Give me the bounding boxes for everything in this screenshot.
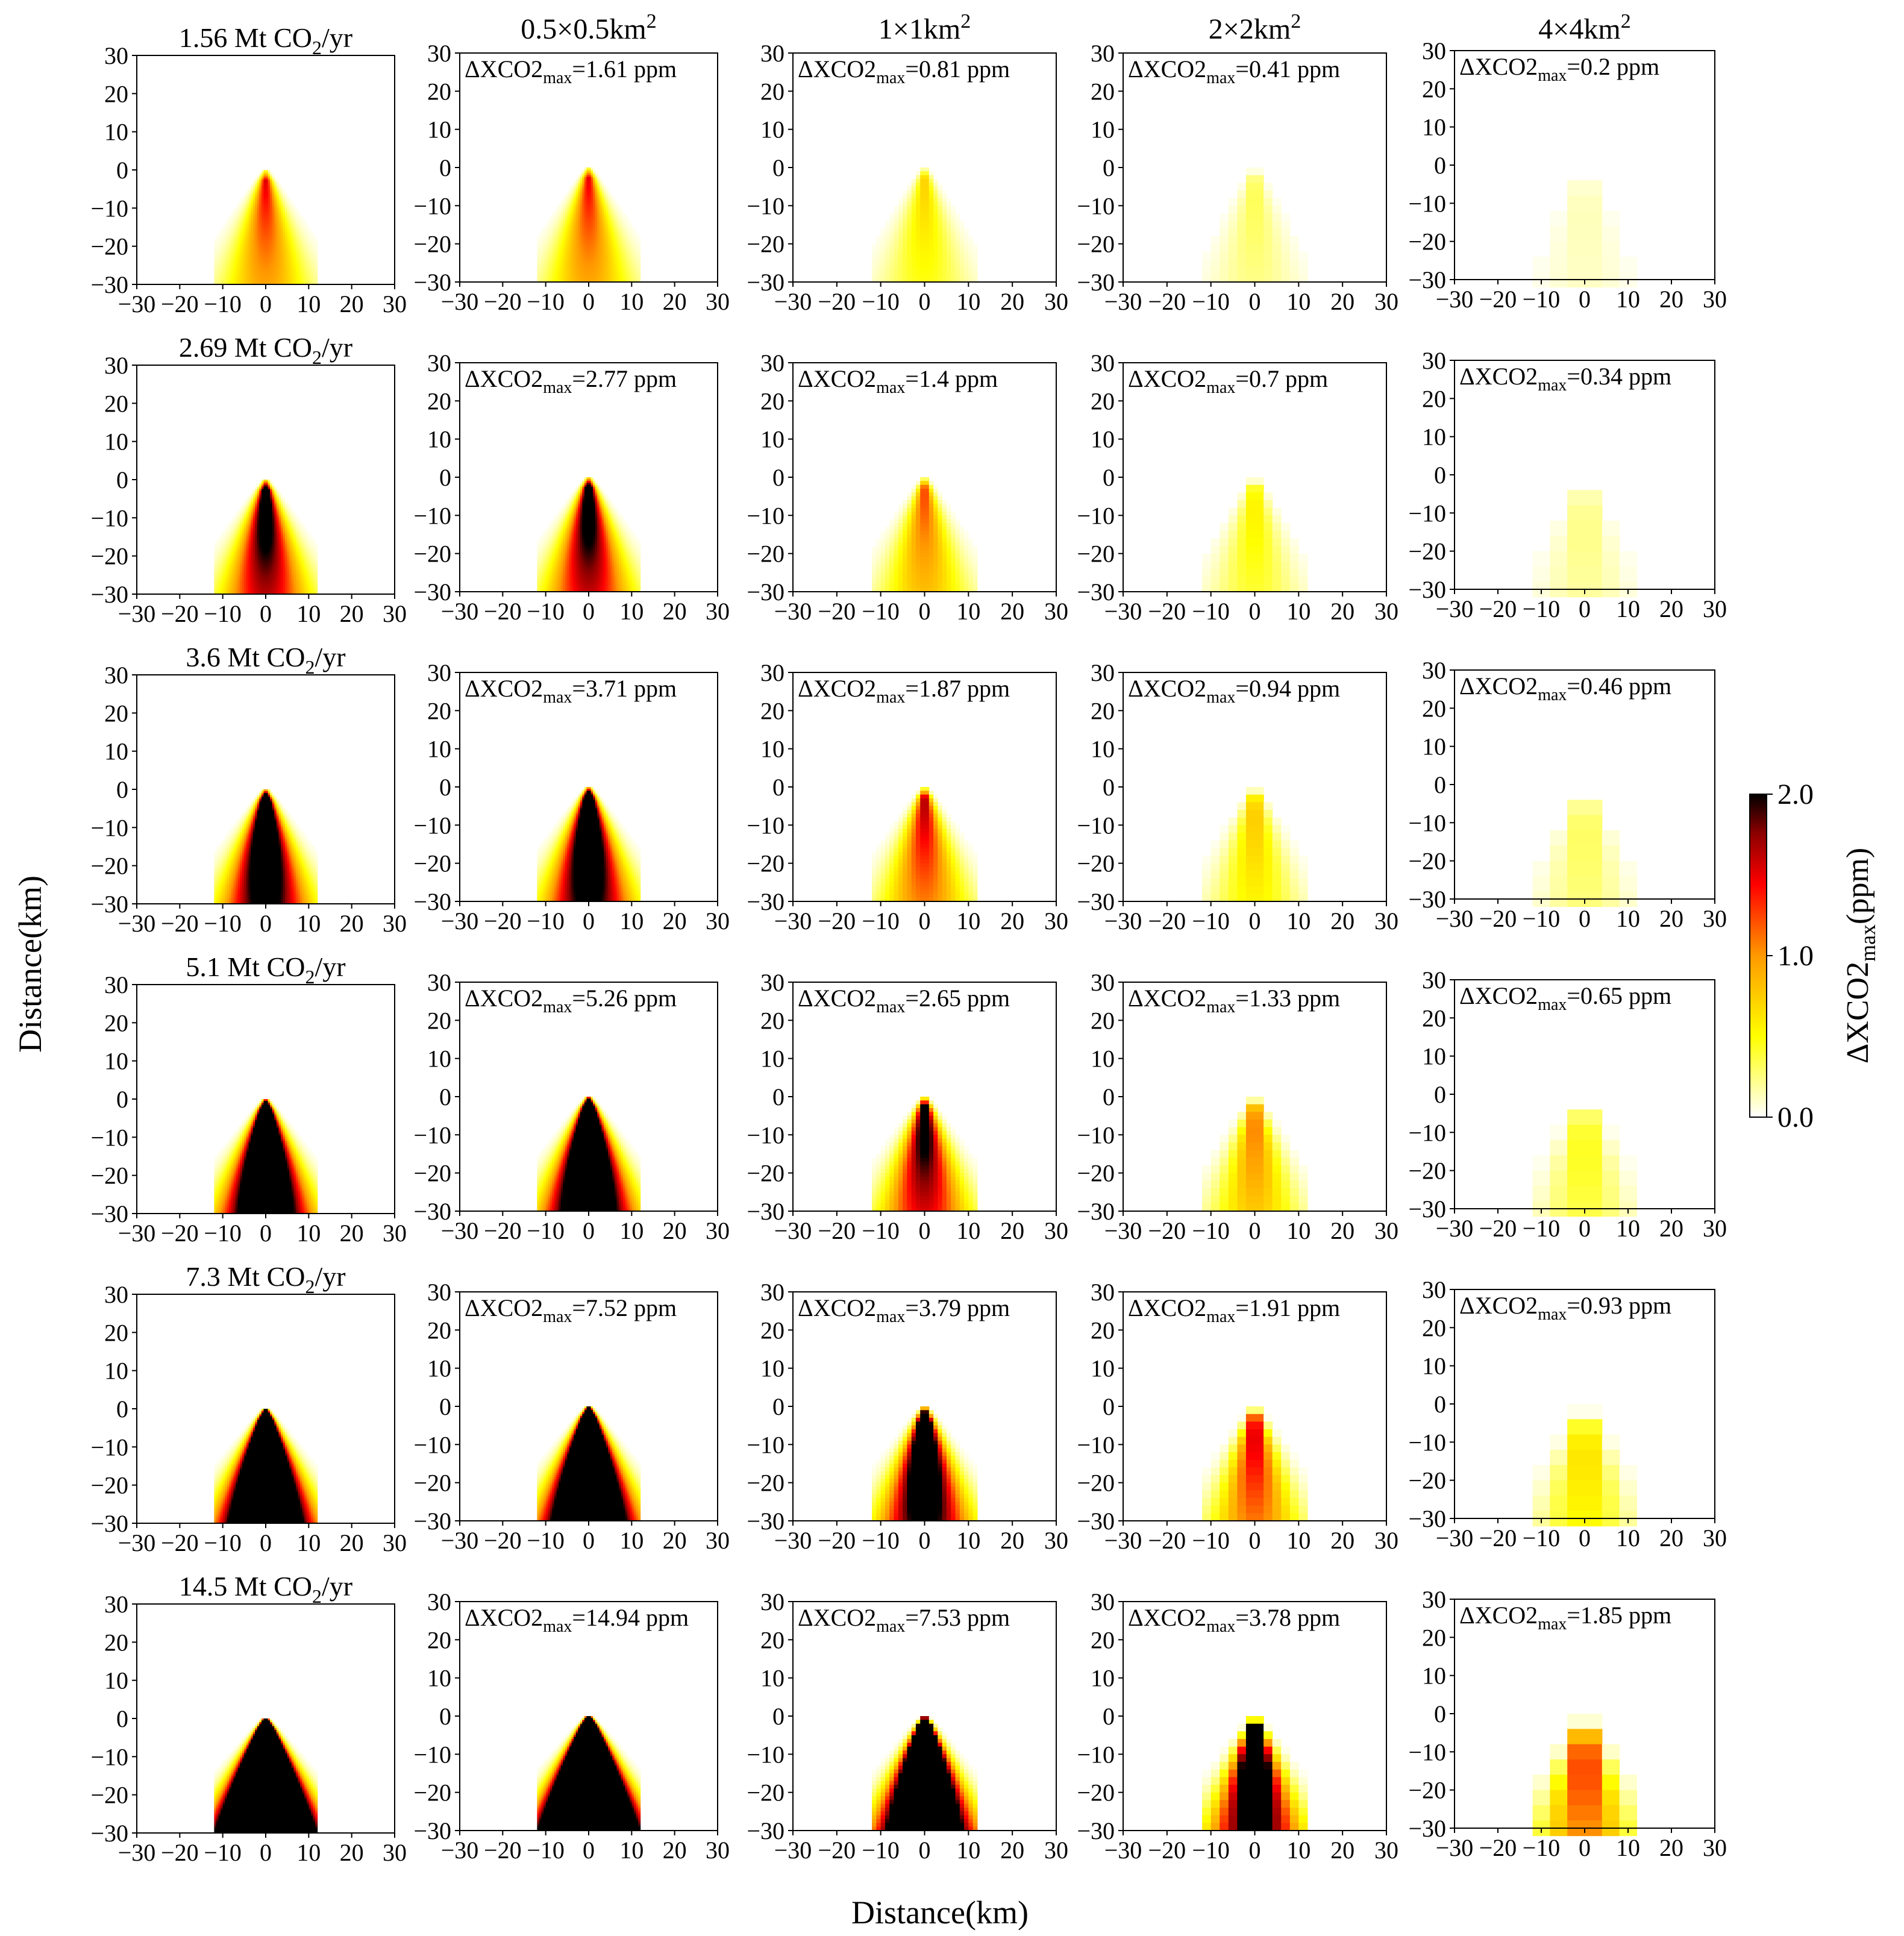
panel-r1-c1: 1.56 Mt CO2/yr−30−30−20−20−10−1000101020…: [90, 22, 407, 318]
heatmap: [214, 170, 318, 285]
panel-grid: 1.56 Mt CO2/yr−30−30−20−20−10−1000101020…: [90, 10, 1727, 1866]
figure: 1.56 Mt CO2/yr−30−30−20−20−10−1000101020…: [0, 0, 1904, 1936]
emission-title: 1.56 Mt CO2/yr: [179, 22, 352, 58]
